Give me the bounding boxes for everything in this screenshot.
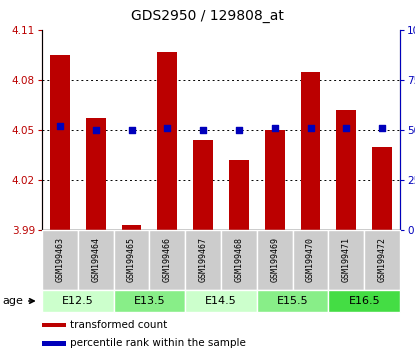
Text: GSM199470: GSM199470	[306, 238, 315, 282]
Bar	[157, 52, 177, 230]
Bar	[328, 290, 400, 312]
Text: age: age	[2, 296, 23, 306]
Text: E13.5: E13.5	[134, 296, 165, 306]
Point	[343, 125, 349, 131]
Point	[93, 127, 99, 133]
Bar	[372, 147, 392, 230]
Text: transformed count: transformed count	[70, 320, 167, 330]
Text: E12.5: E12.5	[62, 296, 94, 306]
Point	[271, 125, 278, 131]
Point	[379, 125, 386, 131]
Bar	[42, 323, 66, 327]
Bar	[265, 130, 285, 230]
Point	[200, 127, 206, 133]
Point	[56, 123, 63, 129]
Bar	[42, 290, 114, 312]
Point	[236, 127, 242, 133]
Bar	[185, 290, 257, 312]
Bar	[149, 230, 185, 290]
Point	[307, 125, 314, 131]
Bar	[257, 230, 293, 290]
Bar	[193, 140, 213, 230]
Bar	[300, 72, 320, 230]
Bar	[122, 225, 142, 230]
Text: E16.5: E16.5	[348, 296, 380, 306]
Bar	[229, 160, 249, 230]
Bar	[86, 118, 105, 230]
Text: GSM199469: GSM199469	[270, 238, 279, 282]
Bar	[257, 290, 328, 312]
Text: GSM199466: GSM199466	[163, 238, 172, 282]
Bar	[293, 230, 328, 290]
Text: GSM199467: GSM199467	[199, 238, 208, 282]
Bar	[114, 230, 149, 290]
Text: percentile rank within the sample: percentile rank within the sample	[70, 338, 246, 348]
Bar	[78, 230, 114, 290]
Text: GSM199468: GSM199468	[234, 238, 244, 282]
Text: GSM199472: GSM199472	[378, 238, 387, 282]
Bar	[337, 110, 356, 230]
Point	[128, 127, 135, 133]
Text: GSM199465: GSM199465	[127, 238, 136, 282]
Text: GSM199463: GSM199463	[55, 238, 64, 282]
Bar	[364, 230, 400, 290]
Bar	[50, 55, 70, 230]
Text: E15.5: E15.5	[277, 296, 308, 306]
Text: GDS2950 / 129808_at: GDS2950 / 129808_at	[131, 9, 284, 23]
Text: E14.5: E14.5	[205, 296, 237, 306]
Text: GSM199464: GSM199464	[91, 238, 100, 282]
Bar	[328, 230, 364, 290]
Bar	[42, 341, 66, 346]
Bar	[114, 290, 185, 312]
Bar	[42, 230, 78, 290]
Bar	[221, 230, 257, 290]
Text: GSM199471: GSM199471	[342, 238, 351, 282]
Point	[164, 125, 171, 131]
Bar	[185, 230, 221, 290]
